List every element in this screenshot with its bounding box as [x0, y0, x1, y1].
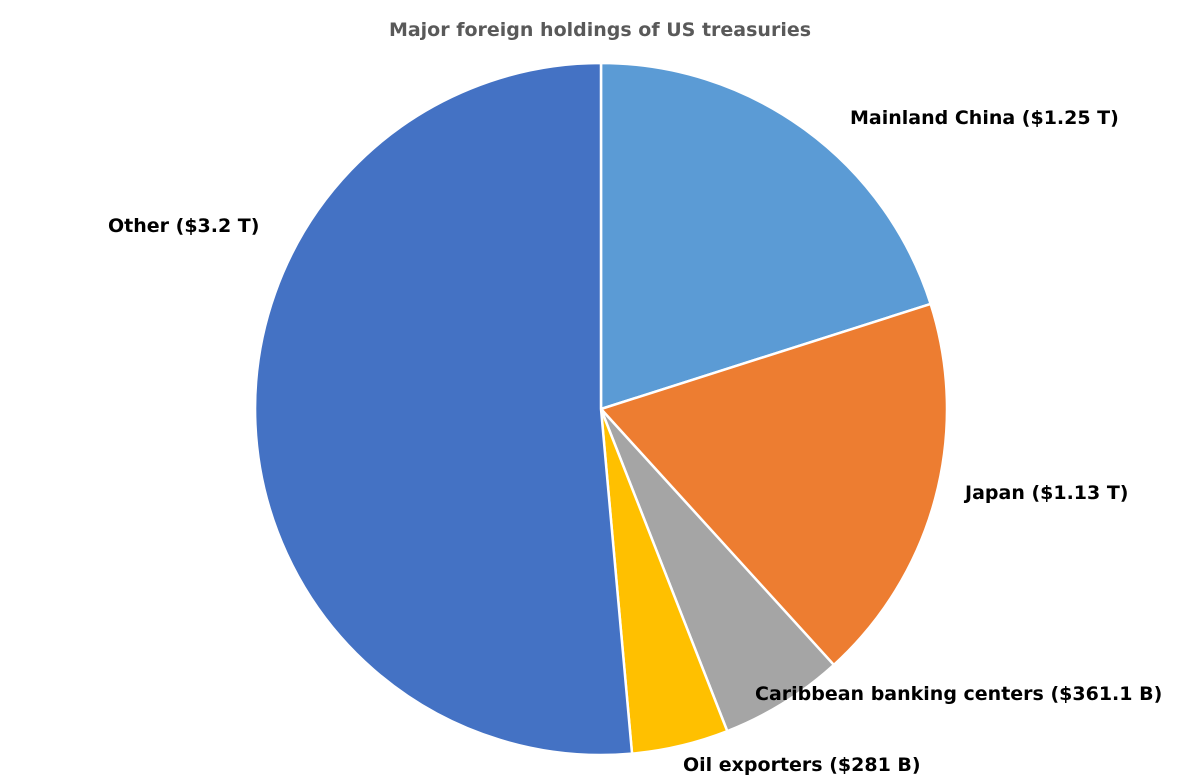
- slice-label-oil-exporters: Oil exporters ($281 B): [683, 754, 921, 776]
- slice-label-japan: Japan ($1.13 T): [963, 482, 1129, 504]
- slice-label-other: Other ($3.2 T): [108, 215, 259, 237]
- slice-label-mainland-china: Mainland China ($1.25 T): [850, 107, 1119, 129]
- pie-slices: [253, 61, 949, 757]
- pie-labels: Mainland China ($1.25 T) Japan ($1.13 T) C…: [108, 107, 1162, 776]
- pie-slice-japan: [598, 302, 949, 667]
- pie-slice-caribbean-banking-centers: [599, 408, 836, 733]
- chart-title: Major foreign holdings of US treasuries: [389, 19, 811, 41]
- pie-slice-other: [253, 61, 634, 757]
- pie-slice-mainland-china: [599, 61, 933, 411]
- slice-label-caribbean-banking-centers: Caribbean banking centers ($361.1 B): [755, 683, 1162, 705]
